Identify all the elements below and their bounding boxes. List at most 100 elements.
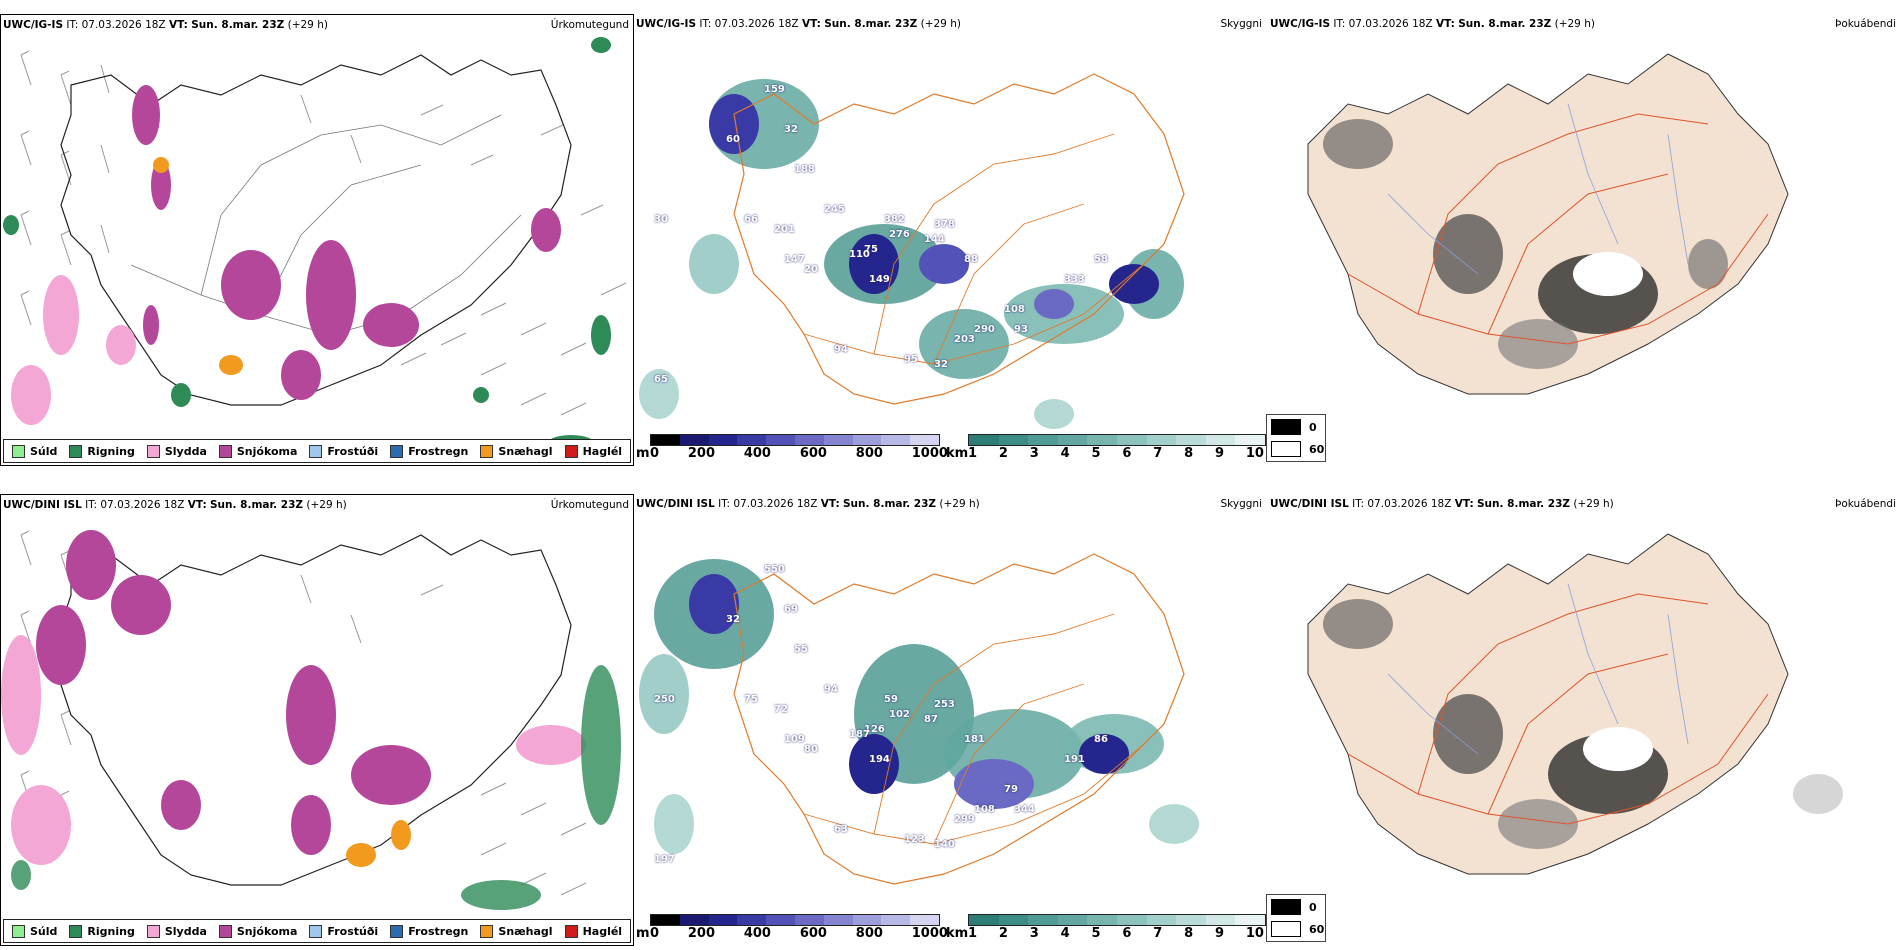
legend-item-1: Rigning xyxy=(69,444,135,458)
colorbar-segment xyxy=(1146,915,1177,925)
ceiling-label: 20 xyxy=(804,264,818,275)
ceiling-label: 79 xyxy=(1004,784,1018,795)
legend-label: Haglél xyxy=(582,444,623,458)
legend-label: Frostregn xyxy=(408,924,469,938)
fog-legend-bottom: 0 60 xyxy=(1266,894,1326,942)
colorbar-tick: 7 xyxy=(1153,446,1163,461)
legend-label: Snæhagl xyxy=(498,924,553,938)
legend-item-4: Frostúði xyxy=(309,444,378,458)
ceiling-label: 194 xyxy=(869,754,890,765)
header-precip-top: UWC/IG-IS IT: 07.03.2026 18Z VT: Sun. 8.… xyxy=(3,19,328,31)
iceland-outline xyxy=(60,54,572,406)
wind-barbs xyxy=(20,50,627,416)
orange-roads xyxy=(803,613,1145,845)
fog-swatch xyxy=(1271,921,1301,937)
legend-item-4: Frostúði xyxy=(309,924,378,938)
vt-value: Sun. 8.mar. 23Z xyxy=(843,498,937,510)
colorbar-tick: 10 xyxy=(1245,446,1264,461)
vt-label: VT: xyxy=(801,18,821,30)
vt-label: VT: xyxy=(820,498,840,510)
colorbar-segment xyxy=(1116,435,1147,445)
ceiling-label: 147 xyxy=(784,254,805,265)
model-name: UWC/DINI ISL xyxy=(636,498,715,510)
ceiling-label: 94 xyxy=(834,344,848,355)
vt-label: VT: xyxy=(1435,18,1455,30)
colorbar-tick: 6 xyxy=(1122,446,1132,461)
it-value: 07.03.2026 18Z xyxy=(81,19,166,31)
ceiling-label: 88 xyxy=(964,254,978,265)
legend-item-7: Haglél xyxy=(564,444,623,458)
colorbars-top: m 0 200 400 600 800 1000 km 1 2 3 4 5 6 7 8 9 10 xyxy=(634,432,1268,462)
fog-swatch xyxy=(1271,419,1301,435)
ceiling-label: 75 xyxy=(744,694,758,705)
header-precip-bottom: UWC/DINI ISL IT: 07.03.2026 18Z VT: Sun.… xyxy=(3,499,347,511)
legend-swatch xyxy=(69,924,83,938)
it-value: 07.03.2026 18Z xyxy=(1367,498,1452,510)
colorbar-segment xyxy=(1028,915,1058,925)
rivers xyxy=(1387,103,1689,275)
ceiling-label: 276 xyxy=(889,229,910,240)
ceiling-label: 58 xyxy=(1094,254,1108,265)
title-precip-type-top: Úrkomutegund xyxy=(550,19,629,31)
fog-swatch xyxy=(1271,441,1301,457)
colorbar-tick: 8 xyxy=(1184,926,1194,941)
fog-value: 0 xyxy=(1309,420,1317,434)
ceiling-label: 159 xyxy=(764,84,785,95)
fog-legend-row: 0 xyxy=(1271,899,1317,915)
legend-item-2: Slydda xyxy=(146,444,207,458)
ceiling-label: 108 xyxy=(1004,304,1025,315)
legend-label: Frostregn xyxy=(408,444,469,458)
colorbar-tick: 7 xyxy=(1153,926,1163,941)
ceiling-label: 65 xyxy=(654,374,668,385)
ceiling-label: 102 xyxy=(889,709,910,720)
legend-label: Rigning xyxy=(87,444,135,458)
title-visibility-bottom: Skyggni xyxy=(1220,498,1263,510)
lead-time: (+29 h) xyxy=(939,498,980,510)
visibility-map-top xyxy=(639,73,1185,429)
colorbar-segment xyxy=(998,915,1029,925)
precip-rain-areas xyxy=(11,665,621,910)
fog-shading xyxy=(1323,119,1728,369)
lead-time: (+29 h) xyxy=(1554,18,1595,30)
model-name: UWC/IG-IS xyxy=(3,19,64,31)
rivers xyxy=(1387,583,1689,755)
colorbar-segment xyxy=(737,915,767,925)
colorbar-tick: 1 xyxy=(968,926,978,941)
colorbar-segment xyxy=(1176,915,1206,925)
legend-swatch xyxy=(480,444,494,458)
precip-map-top xyxy=(3,37,627,455)
title-fog-bottom: Þokuábendi xyxy=(1835,498,1896,510)
colorbar-segment xyxy=(708,915,738,925)
visibility-ticks: 1 2 3 4 5 6 7 8 9 10 xyxy=(968,926,1264,941)
precip-type-panel-bottom: UWC/DINI ISL IT: 07.03.2026 18Z VT: Sun.… xyxy=(0,494,634,946)
colorbar-segment xyxy=(651,915,680,925)
colorbar-segment xyxy=(910,915,939,925)
legend-label: Haglél xyxy=(582,924,623,938)
precip-legend-bottom: Súld Rigning Slydda Snjókoma Frostúði Frostre… xyxy=(3,919,632,943)
red-roads xyxy=(1347,593,1769,825)
colorbar-tick: 1000 xyxy=(911,926,948,941)
it-label: IT: xyxy=(66,19,79,31)
it-value: 07.03.2026 18Z xyxy=(714,18,799,30)
colorbar-segment xyxy=(881,915,911,925)
ceiling-label: 126 xyxy=(864,724,885,735)
fog-legend-top: 0 60 xyxy=(1266,414,1326,462)
model-name: UWC/DINI ISL xyxy=(1270,498,1349,510)
colorbar-tick: 400 xyxy=(743,446,771,461)
it-label: IT: xyxy=(1333,18,1346,30)
ceiling-label: 32 xyxy=(934,359,948,370)
ceiling-label: 333 xyxy=(1064,274,1085,285)
colorbar-tick: 1000 xyxy=(911,446,948,461)
colorbar-tick: 800 xyxy=(855,926,883,941)
fog-value: 60 xyxy=(1309,442,1325,456)
legend-label: Snjókoma xyxy=(236,924,298,938)
colorbar-segment xyxy=(679,435,709,445)
fog-map-bottom xyxy=(1307,533,1843,875)
ceiling-label: 550 xyxy=(764,564,785,575)
iceland-outline xyxy=(60,534,572,886)
colorbar-segment xyxy=(708,435,738,445)
legend-item-0: Súld xyxy=(12,444,57,458)
ceiling-label: 110 xyxy=(849,249,870,260)
header-fog-top: UWC/IG-IS IT: 07.03.2026 18Z VT: Sun. 8.… xyxy=(1270,18,1595,30)
legend-label: Rigning xyxy=(87,924,135,938)
